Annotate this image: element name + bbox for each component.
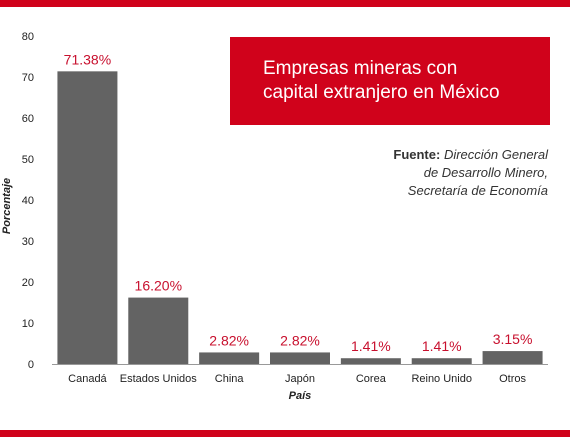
source-label: Fuente: (393, 147, 441, 162)
y-tick-label: 30 (22, 236, 34, 248)
category-label: Canadá (68, 373, 107, 385)
bar (411, 358, 472, 364)
value-label: 71.38% (64, 51, 111, 67)
bar (57, 71, 118, 364)
chart-title-line-2: capital extranjero en México (263, 82, 500, 103)
y-tick-label: 20 (22, 277, 34, 289)
y-tick-label: 50 (22, 154, 34, 166)
value-label: 16.20% (135, 278, 182, 294)
value-label: 2.82% (209, 332, 249, 348)
chart-title-line-1: Empresas mineras con (263, 58, 458, 79)
y-axis-title: Porcentaje (1, 178, 13, 234)
category-label: Reino Unido (411, 373, 472, 385)
category-label: Corea (356, 373, 387, 385)
top-accent-bar (0, 0, 570, 7)
y-axis-ticks: 0 10 20 30 40 50 60 70 80 (22, 31, 34, 371)
value-label: 2.82% (280, 332, 320, 348)
source-line-1: Dirección General (443, 147, 548, 162)
y-tick-label: 10 (22, 318, 34, 330)
category-label: Otros (499, 373, 526, 385)
bar (270, 352, 330, 364)
bars (57, 71, 543, 364)
bar (482, 351, 543, 364)
y-tick-label: 70 (22, 72, 34, 84)
y-tick-label: 60 (22, 113, 34, 125)
chart-title-box: Empresas mineras con capital extranjero … (230, 37, 550, 125)
bar (128, 297, 189, 364)
bottom-accent-bar (0, 430, 570, 437)
value-labels: 71.38% 16.20% 2.82% 2.82% 1.41% 1.41% 3.15% (64, 51, 533, 354)
value-label: 3.15% (493, 331, 533, 347)
y-tick-label: 80 (22, 31, 34, 43)
category-label: Japón (285, 373, 315, 385)
bar (340, 358, 401, 364)
value-label: 1.41% (351, 338, 391, 354)
bar (199, 352, 260, 364)
x-axis-title: País (289, 390, 312, 402)
source-line-3: Secretaría de Economía (407, 183, 548, 198)
category-label: Estados Unidos (120, 373, 198, 385)
source-line-2: de Desarrollo Minero, (423, 165, 548, 180)
source-note: Fuente: Dirección General de Desarrollo … (300, 146, 548, 200)
category-label: China (215, 373, 245, 385)
y-tick-label: 0 (28, 359, 34, 371)
y-tick-label: 40 (22, 195, 34, 207)
category-labels: Canadá Estados Unidos China Japón Corea Reino… (68, 373, 526, 385)
value-label: 1.41% (422, 338, 462, 354)
